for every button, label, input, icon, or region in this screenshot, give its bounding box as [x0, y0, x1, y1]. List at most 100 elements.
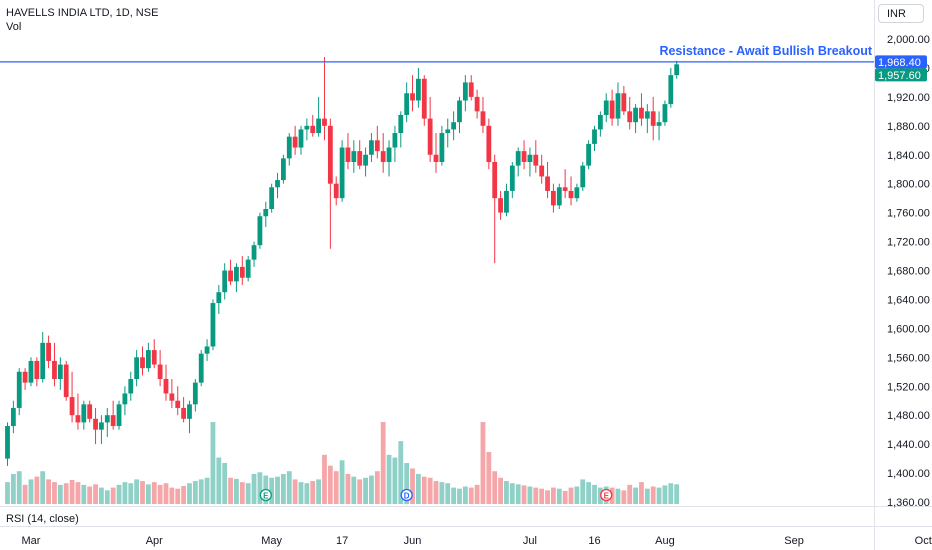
- candle-body[interactable]: [99, 422, 104, 430]
- candle-body[interactable]: [527, 154, 533, 162]
- candle-body[interactable]: [545, 176, 550, 191]
- candle-body[interactable]: [615, 93, 621, 119]
- candle-body[interactable]: [662, 104, 668, 123]
- candle-body[interactable]: [474, 96, 480, 112]
- candle-body[interactable]: [63, 364, 69, 398]
- candle-body[interactable]: [145, 350, 151, 369]
- candle-body[interactable]: [251, 245, 257, 260]
- candle-body[interactable]: [175, 400, 181, 408]
- candle-body[interactable]: [22, 371, 28, 383]
- candle-body[interactable]: [216, 292, 222, 304]
- candle-body[interactable]: [222, 270, 228, 293]
- candle-body[interactable]: [228, 270, 233, 282]
- candle-body[interactable]: [110, 415, 116, 427]
- candle-body[interactable]: [210, 303, 216, 347]
- candle-body[interactable]: [468, 82, 474, 97]
- candle-body[interactable]: [122, 393, 128, 405]
- candle-body[interactable]: [556, 187, 562, 206]
- candle-body[interactable]: [504, 190, 509, 213]
- candle-body[interactable]: [34, 360, 40, 380]
- candle-body[interactable]: [539, 165, 545, 177]
- candle-body[interactable]: [16, 371, 22, 408]
- candle-body[interactable]: [445, 129, 451, 134]
- event-marker[interactable]: [400, 488, 413, 502]
- candle-body[interactable]: [286, 136, 292, 159]
- currency-selector[interactable]: INR: [878, 4, 924, 23]
- candle-body[interactable]: [551, 190, 556, 206]
- candle-body[interactable]: [644, 111, 650, 119]
- event-marker[interactable]: [600, 488, 613, 502]
- candle-body[interactable]: [69, 397, 75, 416]
- candle-body[interactable]: [140, 357, 145, 369]
- candle-body[interactable]: [128, 379, 134, 394]
- candle-body[interactable]: [280, 158, 286, 181]
- candle-body[interactable]: [263, 209, 269, 217]
- candle-body[interactable]: [198, 353, 204, 383]
- candle-body[interactable]: [28, 360, 34, 383]
- candle-body[interactable]: [57, 364, 63, 380]
- candle-body[interactable]: [439, 133, 445, 162]
- candle-body[interactable]: [5, 426, 10, 459]
- candle-body[interactable]: [480, 111, 486, 126]
- candle-body[interactable]: [316, 118, 322, 134]
- candle-body[interactable]: [562, 187, 568, 191]
- candle-body[interactable]: [492, 161, 498, 199]
- candle-body[interactable]: [181, 407, 186, 419]
- candle-body[interactable]: [327, 125, 333, 184]
- candle-body[interactable]: [674, 64, 680, 76]
- candle-body[interactable]: [257, 216, 263, 246]
- candle-body[interactable]: [151, 350, 157, 365]
- candle-body[interactable]: [533, 154, 539, 166]
- candle-body[interactable]: [169, 393, 175, 401]
- candle-body[interactable]: [427, 118, 433, 155]
- candle-body[interactable]: [187, 404, 192, 419]
- event-marker[interactable]: [259, 488, 272, 502]
- candle-body[interactable]: [521, 151, 527, 162]
- candle-body[interactable]: [486, 125, 492, 162]
- candle-body[interactable]: [603, 100, 609, 115]
- candle-body[interactable]: [357, 151, 363, 166]
- candle-body[interactable]: [597, 114, 603, 130]
- candle-body[interactable]: [410, 93, 415, 101]
- candle-body[interactable]: [580, 165, 586, 188]
- candle-body[interactable]: [134, 357, 140, 380]
- candle-body[interactable]: [298, 129, 304, 148]
- candle-body[interactable]: [650, 111, 656, 126]
- candle-body[interactable]: [633, 107, 638, 123]
- candle-body[interactable]: [656, 122, 662, 126]
- candle-body[interactable]: [116, 404, 122, 427]
- candle-body[interactable]: [351, 151, 357, 162]
- candle-body[interactable]: [586, 143, 592, 166]
- candle-body[interactable]: [163, 379, 169, 394]
- candle-body[interactable]: [363, 154, 368, 166]
- candle-body[interactable]: [416, 78, 421, 101]
- candle-body[interactable]: [369, 140, 374, 155]
- candle-body[interactable]: [574, 187, 580, 199]
- candle-body[interactable]: [374, 140, 380, 152]
- candle-body[interactable]: [333, 183, 339, 199]
- candle-body[interactable]: [192, 382, 198, 405]
- candle-body[interactable]: [627, 111, 633, 123]
- candle-body[interactable]: [304, 125, 310, 130]
- candle-body[interactable]: [104, 415, 110, 423]
- candle-body[interactable]: [52, 360, 57, 380]
- candle-body[interactable]: [310, 125, 316, 134]
- candle-body[interactable]: [275, 180, 280, 188]
- candle-body[interactable]: [451, 122, 457, 130]
- candle-body[interactable]: [457, 100, 462, 123]
- candle-body[interactable]: [40, 342, 46, 380]
- candle-body[interactable]: [515, 151, 521, 166]
- candle-body[interactable]: [592, 129, 597, 144]
- candle-body[interactable]: [239, 266, 245, 278]
- candle-body[interactable]: [345, 147, 351, 162]
- candle-body[interactable]: [462, 82, 468, 101]
- candle-body[interactable]: [404, 93, 410, 115]
- candle-body[interactable]: [322, 118, 327, 126]
- candle-body[interactable]: [386, 147, 392, 162]
- candle-body[interactable]: [568, 190, 574, 199]
- candle-body[interactable]: [93, 418, 98, 430]
- candle-body[interactable]: [87, 404, 93, 419]
- candle-body[interactable]: [245, 259, 251, 278]
- candle-body[interactable]: [398, 114, 404, 134]
